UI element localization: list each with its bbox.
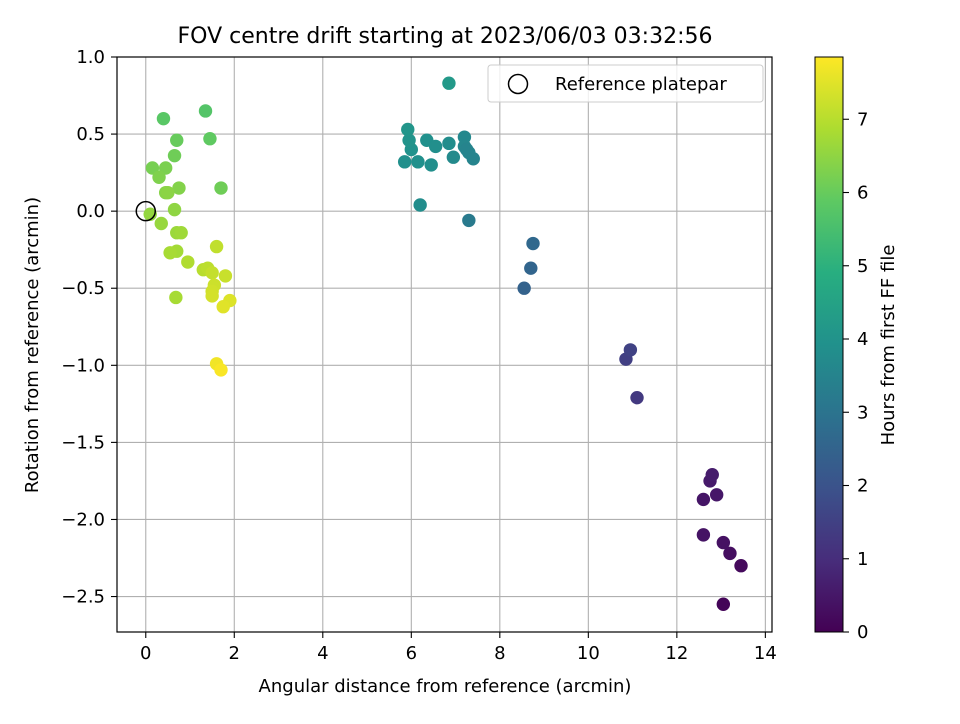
y-axis-label: Rotation from reference (arcmin)	[22, 197, 43, 493]
data-point	[156, 111, 171, 126]
colorbar-tick-label: 3	[857, 402, 868, 423]
y-axis-ticks: −2.5 −2.0 −1.5 −1.0 −0.5 0.0 0.5 1.0	[61, 47, 117, 608]
data-point	[466, 152, 480, 166]
data-point	[723, 546, 737, 561]
plot-frame	[116, 56, 773, 633]
data-point	[716, 597, 731, 611]
data-point	[214, 363, 228, 377]
reference-platepar-point	[135, 200, 157, 222]
data-point	[163, 246, 177, 260]
data-point	[145, 161, 160, 175]
data-point	[170, 133, 184, 147]
data-point	[462, 213, 476, 228]
legend-label: Reference platepar	[555, 74, 727, 95]
x-tick-label: 10	[577, 643, 600, 664]
data-point	[705, 468, 719, 482]
y-tick-label: 0.5	[76, 124, 105, 145]
data-point	[397, 155, 412, 169]
x-tick-label: 0	[140, 643, 151, 664]
data-point	[413, 198, 427, 212]
x-axis-ticks: 0 2 4 6 8 10 12 14	[140, 632, 777, 664]
y-tick-label: −1.0	[61, 355, 105, 376]
data-point	[198, 104, 213, 118]
legend-reference-marker	[507, 73, 529, 95]
data-point	[174, 226, 188, 240]
data-point	[424, 158, 438, 172]
colorbar: 0 1 2 3 4 5 6 7 Hours from first FF file	[814, 56, 899, 643]
data-point	[161, 185, 175, 200]
data-point	[734, 559, 748, 573]
grid-lines	[117, 56, 772, 632]
data-point	[446, 150, 461, 164]
data-point	[154, 216, 168, 231]
data-point	[411, 155, 425, 169]
data-point	[158, 161, 173, 175]
data-point	[152, 170, 166, 184]
x-tick-label: 2	[229, 643, 240, 664]
data-point	[709, 488, 724, 502]
data-point	[716, 535, 731, 550]
chart-title: FOV centre drift starting at 2023/06/03 …	[178, 24, 713, 49]
data-point	[517, 281, 531, 295]
x-tick-label: 8	[494, 643, 505, 664]
colorbar-tick-label: 6	[857, 183, 868, 204]
data-point	[442, 76, 456, 90]
colorbar-ticks: 0 1 2 3 4 5 6 7	[843, 109, 868, 643]
colorbar-tick-label: 5	[857, 256, 868, 277]
reference-marker	[135, 200, 157, 222]
data-point	[442, 136, 456, 151]
x-tick-label: 4	[317, 643, 328, 664]
data-point	[214, 181, 228, 195]
y-tick-label: −1.5	[61, 432, 105, 453]
x-tick-label: 6	[406, 643, 417, 664]
data-point	[203, 132, 217, 146]
legend-box	[487, 64, 764, 103]
data-points	[143, 76, 748, 611]
data-point	[205, 266, 219, 280]
legend: Reference platepar	[487, 64, 764, 103]
data-point	[167, 202, 182, 217]
colorbar-gradient	[814, 56, 844, 633]
data-point	[457, 130, 472, 144]
data-point	[524, 261, 538, 275]
data-point	[630, 390, 644, 405]
data-point	[209, 239, 224, 254]
colorbar-tick-label: 4	[857, 329, 868, 350]
data-point	[402, 133, 416, 147]
y-tick-label: −0.5	[61, 278, 105, 299]
data-point	[401, 122, 415, 137]
y-tick-label: −2.5	[61, 587, 105, 608]
data-point	[696, 492, 711, 507]
x-axis-label: Angular distance from reference (arcmin)	[259, 676, 632, 697]
data-point	[623, 343, 638, 357]
x-tick-label: 14	[754, 643, 777, 664]
data-point	[172, 181, 186, 195]
y-tick-label: 1.0	[76, 47, 105, 68]
data-point	[526, 236, 540, 251]
data-point	[205, 289, 219, 303]
y-tick-label: 0.0	[76, 201, 105, 222]
data-point	[216, 300, 230, 314]
x-tick-label: 12	[665, 643, 688, 664]
data-point	[169, 290, 183, 305]
y-tick-label: −2.0	[61, 509, 105, 530]
data-point	[181, 255, 195, 269]
data-point	[459, 142, 474, 157]
colorbar-tick-label: 0	[857, 622, 868, 643]
colorbar-label: Hours from first FF file	[878, 245, 899, 446]
data-point	[218, 269, 233, 283]
colorbar-tick-label: 7	[857, 109, 868, 130]
data-point	[428, 139, 443, 154]
colorbar-tick-label: 1	[857, 549, 868, 570]
data-point	[696, 528, 711, 542]
colorbar-tick-label: 2	[857, 476, 868, 497]
data-point	[167, 148, 182, 163]
